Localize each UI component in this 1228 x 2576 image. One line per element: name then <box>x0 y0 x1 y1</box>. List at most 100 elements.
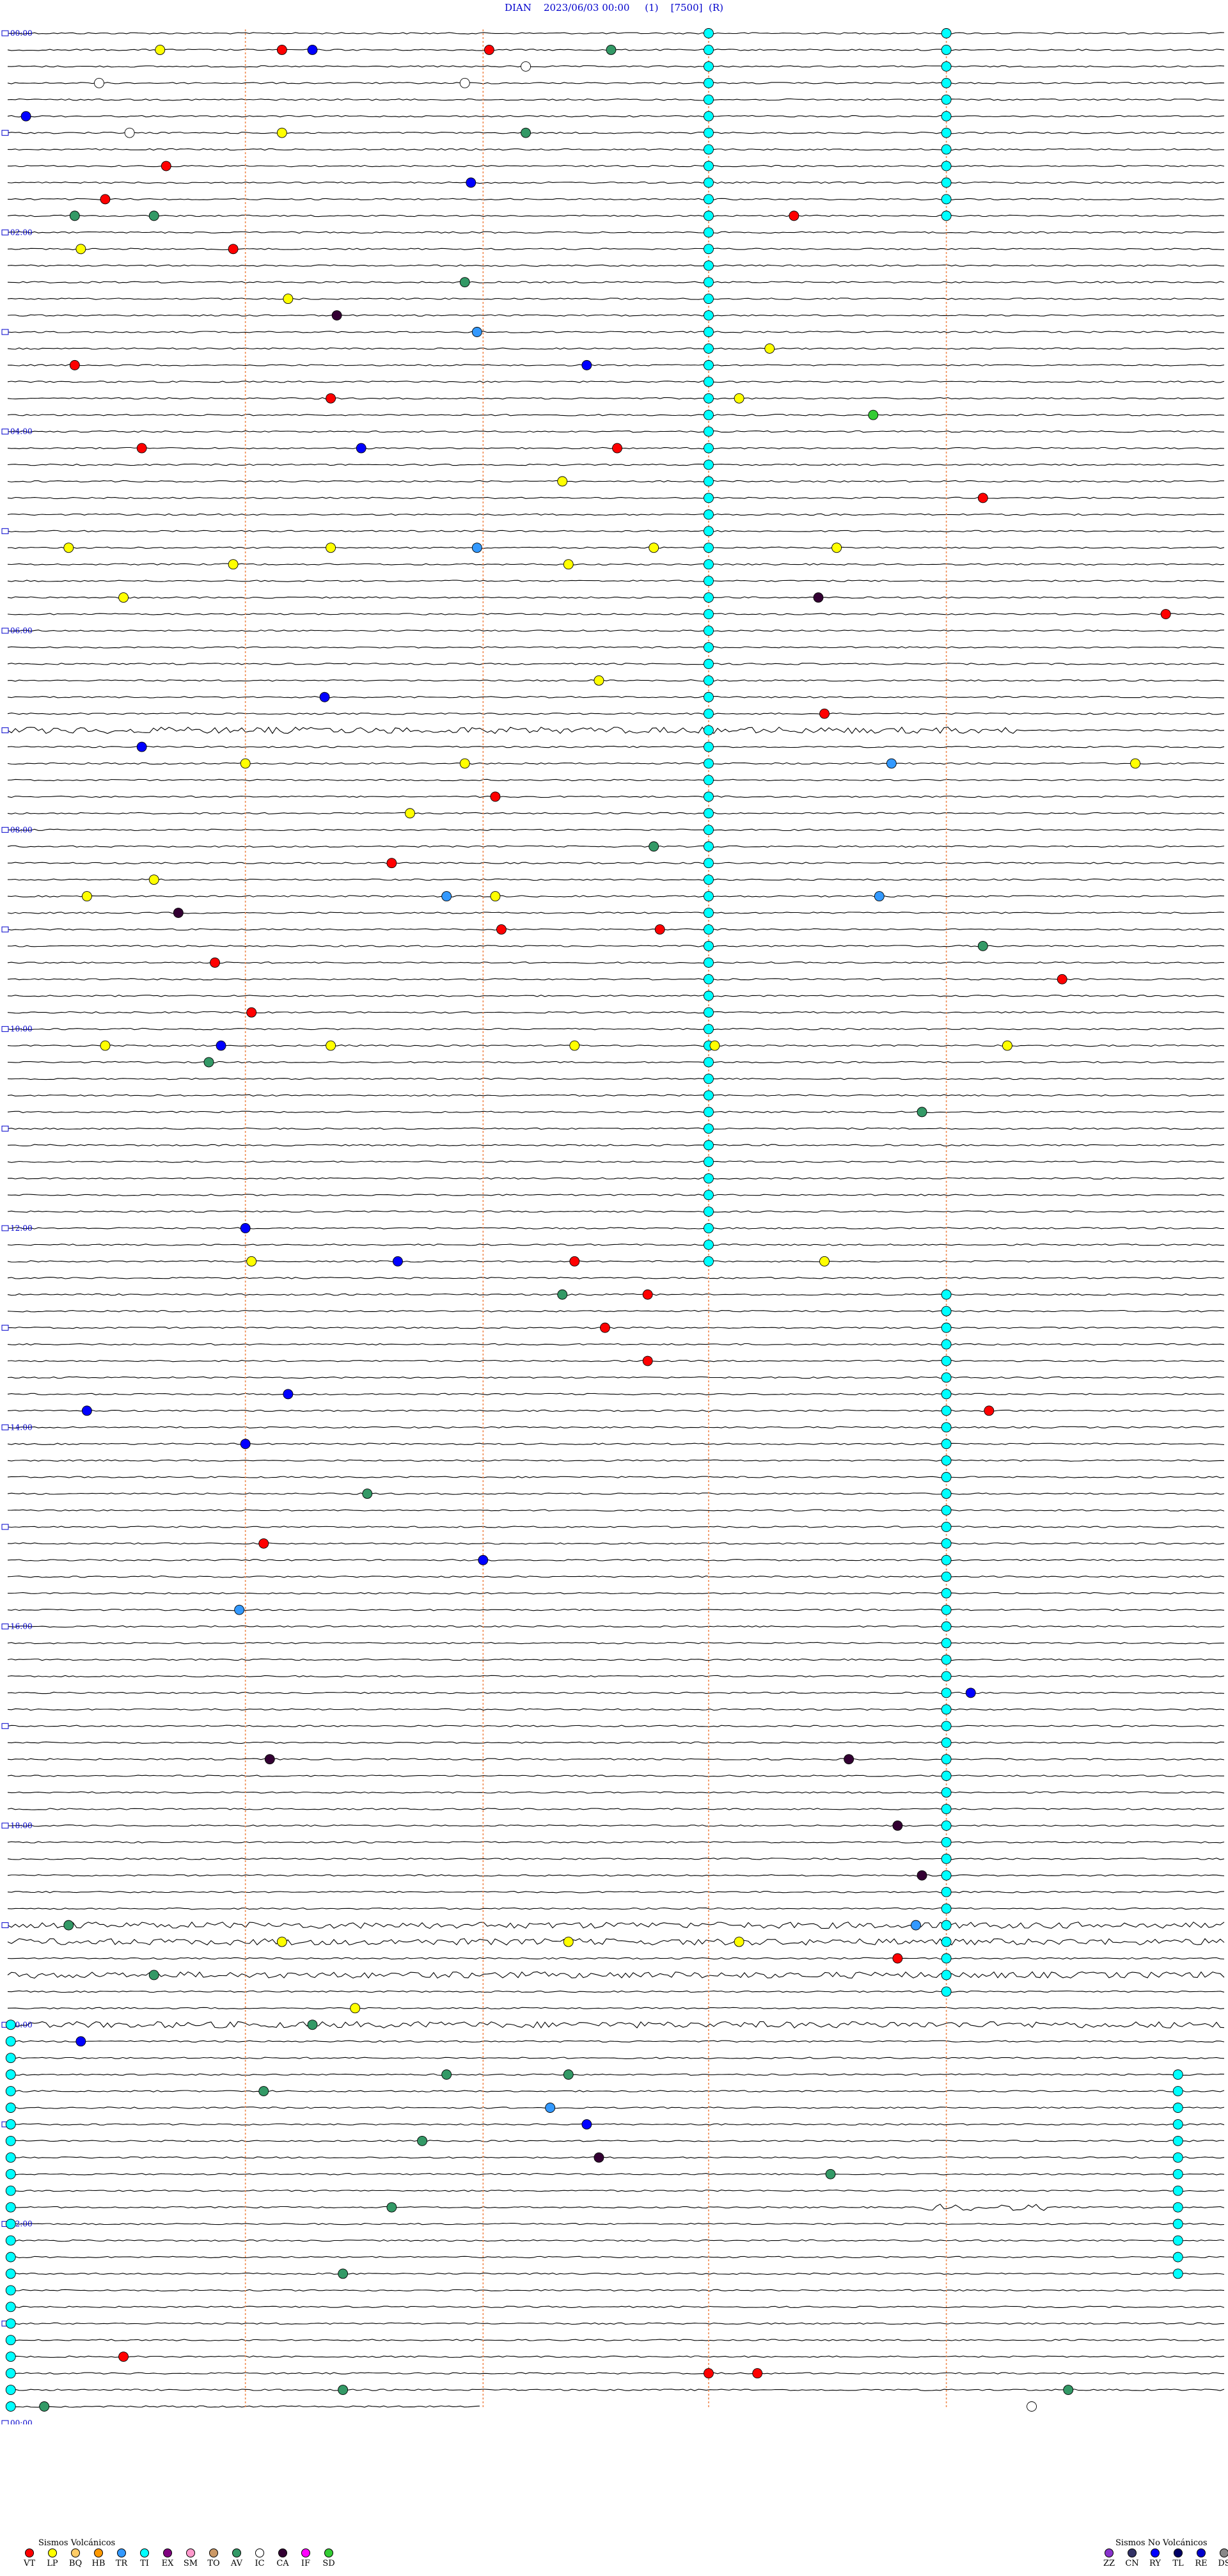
tremor-event-marker <box>941 1721 952 1732</box>
tremor-event-marker <box>703 542 714 553</box>
tremor-event-marker <box>941 1306 952 1316</box>
trace-line <box>7 1011 1225 1014</box>
trace-line <box>7 1658 1225 1661</box>
trace-line <box>7 1971 1225 1979</box>
event-marker <box>703 2368 714 2379</box>
header-scale: [7500] <box>670 2 703 13</box>
event-marker <box>386 2202 397 2213</box>
hour-tick-box <box>1 429 9 435</box>
tremor-event-marker <box>941 161 952 171</box>
trace-line <box>7 878 1225 881</box>
trace-line <box>7 413 1225 416</box>
tremor-event-marker <box>941 1571 952 1582</box>
tremor-event-marker <box>703 908 714 918</box>
event-marker <box>362 1489 373 1499</box>
trace-line <box>7 580 1225 582</box>
trace-line <box>7 2239 1225 2242</box>
tremor-event-marker <box>5 2119 16 2130</box>
event-marker <box>93 77 104 88</box>
trace-line <box>7 1343 1225 1346</box>
legend-code: IC <box>255 2559 265 2568</box>
trace-line <box>7 198 1225 201</box>
hour-tick-box <box>1 1125 9 1132</box>
tremor-event-marker <box>703 409 714 420</box>
trace-line <box>7 281 1225 283</box>
chart-header: DIAN 2023/06/03 00:00 (1) [7500] (R) <box>0 0 1228 15</box>
event-marker <box>155 44 166 55</box>
tremor-event-marker <box>703 1157 714 1167</box>
trace-line <box>7 2106 1225 2109</box>
trace-line <box>7 2256 1225 2259</box>
legend-dot-icon <box>278 2548 287 2557</box>
trace-line <box>7 463 1225 466</box>
event-marker <box>642 1355 653 1366</box>
tremor-event-marker <box>5 2053 16 2064</box>
legend-item-ti: TI <box>133 2548 156 2568</box>
trace-line <box>7 1576 1225 1578</box>
event-marker <box>276 127 287 138</box>
event-marker <box>649 542 659 553</box>
trace-line <box>8 2156 1225 2159</box>
event-marker <box>63 542 74 553</box>
trace-line <box>7 1359 1225 1363</box>
hour-tick-box <box>1 329 9 335</box>
trace-line <box>7 1160 1225 1163</box>
event-marker <box>63 1920 74 1931</box>
trace-line <box>7 928 1225 931</box>
legend-dot-icon <box>140 2548 149 2557</box>
tremor-event-marker <box>703 1023 714 1034</box>
tremor-event-marker <box>941 1903 952 1914</box>
event-marker <box>1063 2385 1074 2396</box>
legend-code: BQ <box>68 2559 83 2568</box>
event-marker <box>1160 609 1171 619</box>
event-marker <box>326 1040 336 1051</box>
tremor-event-marker <box>703 791 714 802</box>
trace-line <box>7 496 1225 500</box>
tremor-event-marker <box>941 1671 952 1682</box>
legend-code: SM <box>183 2559 198 2568</box>
trace-line <box>7 1459 1225 1462</box>
trace-line <box>7 1858 1225 1860</box>
event-marker <box>228 244 239 255</box>
tremor-event-marker <box>941 1886 952 1897</box>
tremor-event-marker <box>941 1372 952 1383</box>
event-marker <box>240 1223 251 1233</box>
tremor-event-marker <box>941 28 952 38</box>
trace-line <box>7 314 1225 317</box>
event-marker <box>977 493 988 503</box>
tremor-event-marker <box>703 559 714 570</box>
trace-line <box>7 1260 1225 1263</box>
trace-line <box>7 2021 1225 2028</box>
event-marker <box>240 758 251 769</box>
legend-dot-icon <box>232 2548 241 2557</box>
tremor-event-marker <box>703 443 714 454</box>
trace-line <box>7 762 1225 765</box>
event-marker <box>417 2135 427 2146</box>
event-marker <box>75 244 86 255</box>
event-marker <box>75 2036 86 2047</box>
tremor-event-marker <box>703 459 714 470</box>
tremor-event-marker <box>941 1754 952 1765</box>
legend-item-ry: RY <box>1144 2548 1167 2568</box>
event-marker <box>709 1040 720 1051</box>
trace-line <box>7 1841 1225 1844</box>
tremor-event-marker <box>703 957 714 968</box>
event-marker <box>350 2003 361 2014</box>
legend-code: CA <box>276 2559 289 2568</box>
tremor-event-marker <box>941 1853 952 1864</box>
tremor-event-marker <box>703 476 714 487</box>
event-marker <box>81 1405 92 1416</box>
tremor-event-marker <box>941 1687 952 1698</box>
legend-item-to: TO <box>202 2548 225 2568</box>
event-marker <box>917 1107 927 1118</box>
event-marker <box>813 592 824 603</box>
event-marker <box>654 924 665 935</box>
legend-item-hb: HB <box>87 2548 110 2568</box>
event-marker <box>911 1920 921 1931</box>
legend-item-sm: SM <box>179 2548 202 2568</box>
legend-dot-icon <box>1105 2548 1114 2557</box>
event-marker <box>642 1289 653 1300</box>
hour-tick-box <box>1 1723 9 1729</box>
tremor-event-marker <box>703 642 714 652</box>
event-marker <box>338 2268 349 2279</box>
